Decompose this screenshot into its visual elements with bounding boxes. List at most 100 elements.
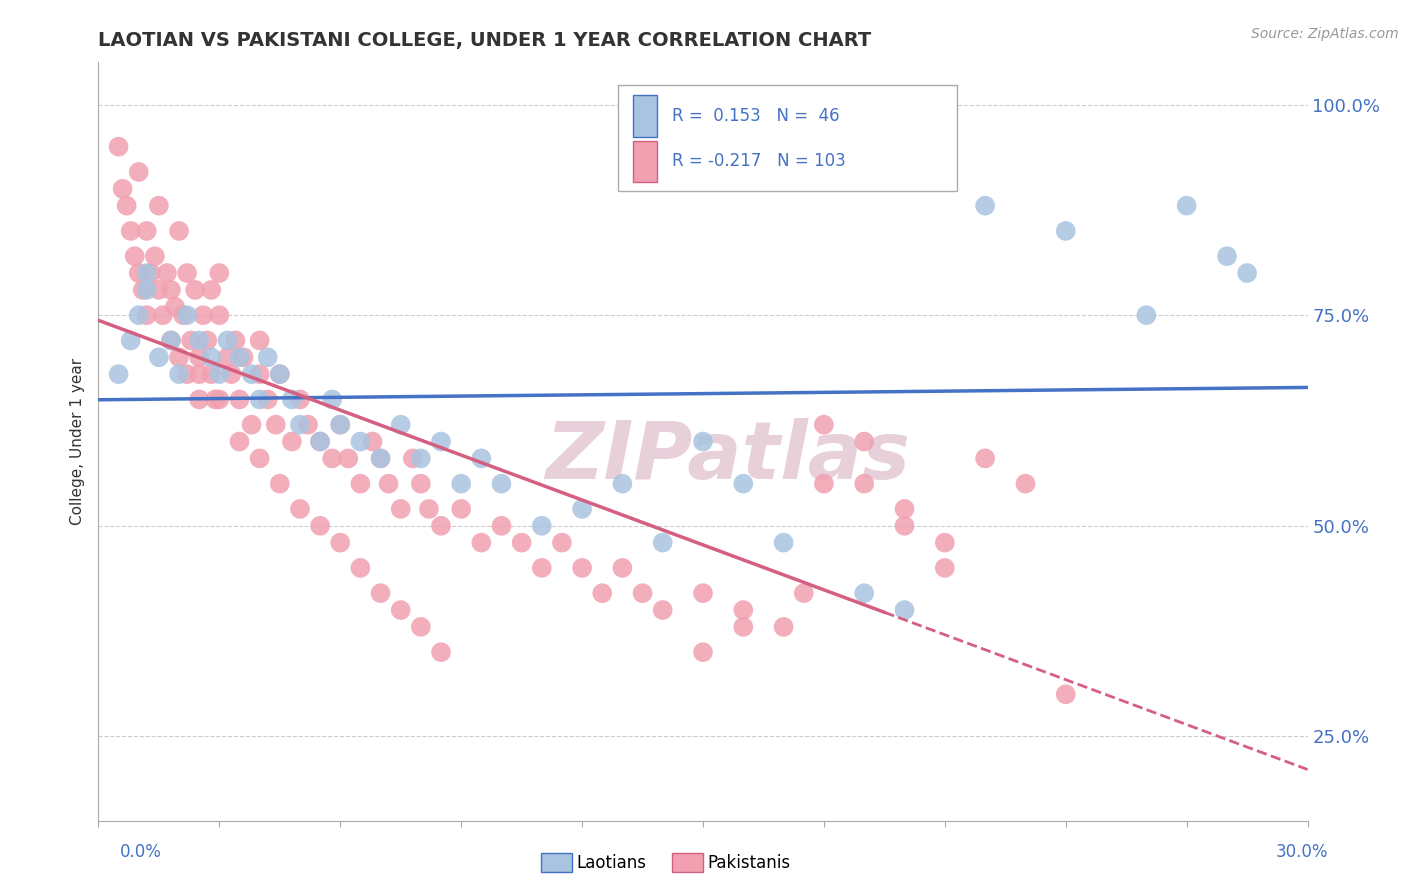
Point [651, 603, 673, 617]
Point [135, 266, 157, 280]
Point [228, 392, 250, 407]
Point [893, 518, 915, 533]
Point [733, 476, 755, 491]
Point [409, 451, 432, 466]
Point [264, 417, 287, 432]
Point [111, 182, 134, 196]
Point [160, 334, 183, 348]
Point [208, 308, 231, 322]
Point [193, 308, 215, 322]
Point [269, 367, 291, 381]
Point [370, 451, 392, 466]
Point [853, 434, 876, 449]
Point [167, 224, 190, 238]
Point [128, 266, 150, 280]
Point [772, 620, 794, 634]
Point [281, 392, 304, 407]
Point [135, 224, 157, 238]
Point [349, 561, 371, 575]
Point [651, 535, 673, 549]
Point [228, 351, 250, 365]
Point [309, 434, 332, 449]
Point [853, 586, 876, 600]
Point [124, 249, 146, 263]
Point [1236, 266, 1258, 280]
Point [692, 586, 714, 600]
Point [256, 392, 278, 407]
Point [288, 392, 311, 407]
Point [160, 283, 183, 297]
Point [631, 586, 654, 600]
Point [217, 351, 239, 365]
Point [184, 283, 207, 297]
Point [176, 367, 198, 381]
Point [240, 417, 263, 432]
Point [692, 645, 714, 659]
Text: R =  0.153   N =  46: R = 0.153 N = 46 [672, 106, 839, 125]
FancyBboxPatch shape [633, 95, 657, 136]
Point [309, 434, 332, 449]
Point [167, 367, 190, 381]
Point [450, 502, 472, 516]
Point [361, 434, 384, 449]
Text: LAOTIAN VS PAKISTANI COLLEGE, UNDER 1 YEAR CORRELATION CHART: LAOTIAN VS PAKISTANI COLLEGE, UNDER 1 YE… [98, 30, 872, 50]
Point [329, 417, 352, 432]
Point [240, 367, 263, 381]
Point [450, 476, 472, 491]
Point [329, 535, 352, 549]
Point [430, 518, 453, 533]
Point [269, 367, 291, 381]
Point [591, 586, 613, 600]
Text: 0.0%: 0.0% [120, 843, 162, 861]
Point [612, 476, 634, 491]
Point [176, 266, 198, 280]
Point [934, 561, 956, 575]
Point [172, 308, 194, 322]
Point [530, 561, 553, 575]
Point [204, 392, 226, 407]
Point [200, 367, 222, 381]
Point [349, 476, 371, 491]
Point [167, 351, 190, 365]
Point [377, 476, 399, 491]
Text: Laotians: Laotians [576, 854, 647, 871]
Point [1175, 199, 1198, 213]
Point [853, 476, 876, 491]
Point [309, 518, 332, 533]
Point [430, 645, 453, 659]
Point [180, 334, 202, 348]
Point [551, 535, 574, 549]
Point [135, 308, 157, 322]
Point [370, 451, 392, 466]
Point [200, 351, 222, 365]
Point [491, 518, 513, 533]
Point [249, 451, 271, 466]
Point [337, 451, 360, 466]
Point [893, 603, 915, 617]
Point [228, 434, 250, 449]
Point [288, 417, 311, 432]
Point [934, 535, 956, 549]
Point [288, 502, 311, 516]
Point [132, 283, 155, 297]
Point [188, 351, 211, 365]
Point [402, 451, 425, 466]
Y-axis label: College, Under 1 year: College, Under 1 year [70, 358, 86, 525]
Point [221, 367, 243, 381]
Text: Source: ZipAtlas.com: Source: ZipAtlas.com [1251, 27, 1399, 41]
Point [974, 199, 997, 213]
Point [249, 334, 271, 348]
Point [256, 351, 278, 365]
Point [530, 518, 553, 533]
Point [470, 535, 492, 549]
Point [321, 392, 343, 407]
Point [188, 392, 211, 407]
Point [163, 300, 186, 314]
Point [156, 266, 179, 280]
Point [217, 334, 239, 348]
Point [107, 367, 129, 381]
Point [370, 586, 392, 600]
Point [612, 561, 634, 575]
Point [160, 334, 183, 348]
Point [208, 266, 231, 280]
